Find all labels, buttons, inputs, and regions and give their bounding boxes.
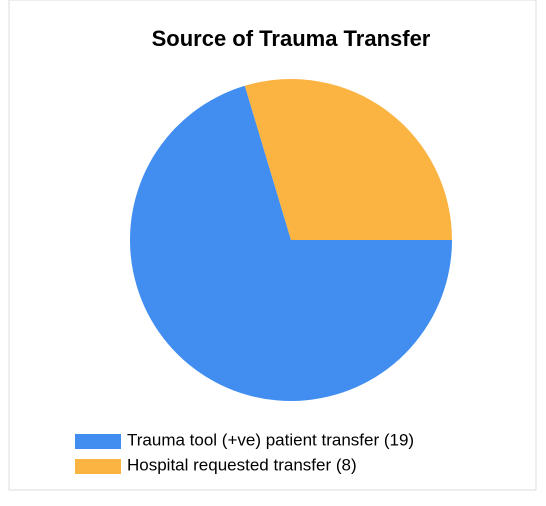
legend-swatch bbox=[75, 459, 121, 474]
legend-swatch bbox=[75, 434, 121, 449]
chart-title: Source of Trauma Transfer bbox=[152, 26, 431, 51]
legend-label: Trauma tool (+ve) patient transfer (19) bbox=[127, 430, 414, 449]
pie-slice bbox=[244, 78, 452, 240]
legend-label: Hospital requested transfer (8) bbox=[127, 455, 357, 474]
pie-slice bbox=[130, 85, 452, 402]
